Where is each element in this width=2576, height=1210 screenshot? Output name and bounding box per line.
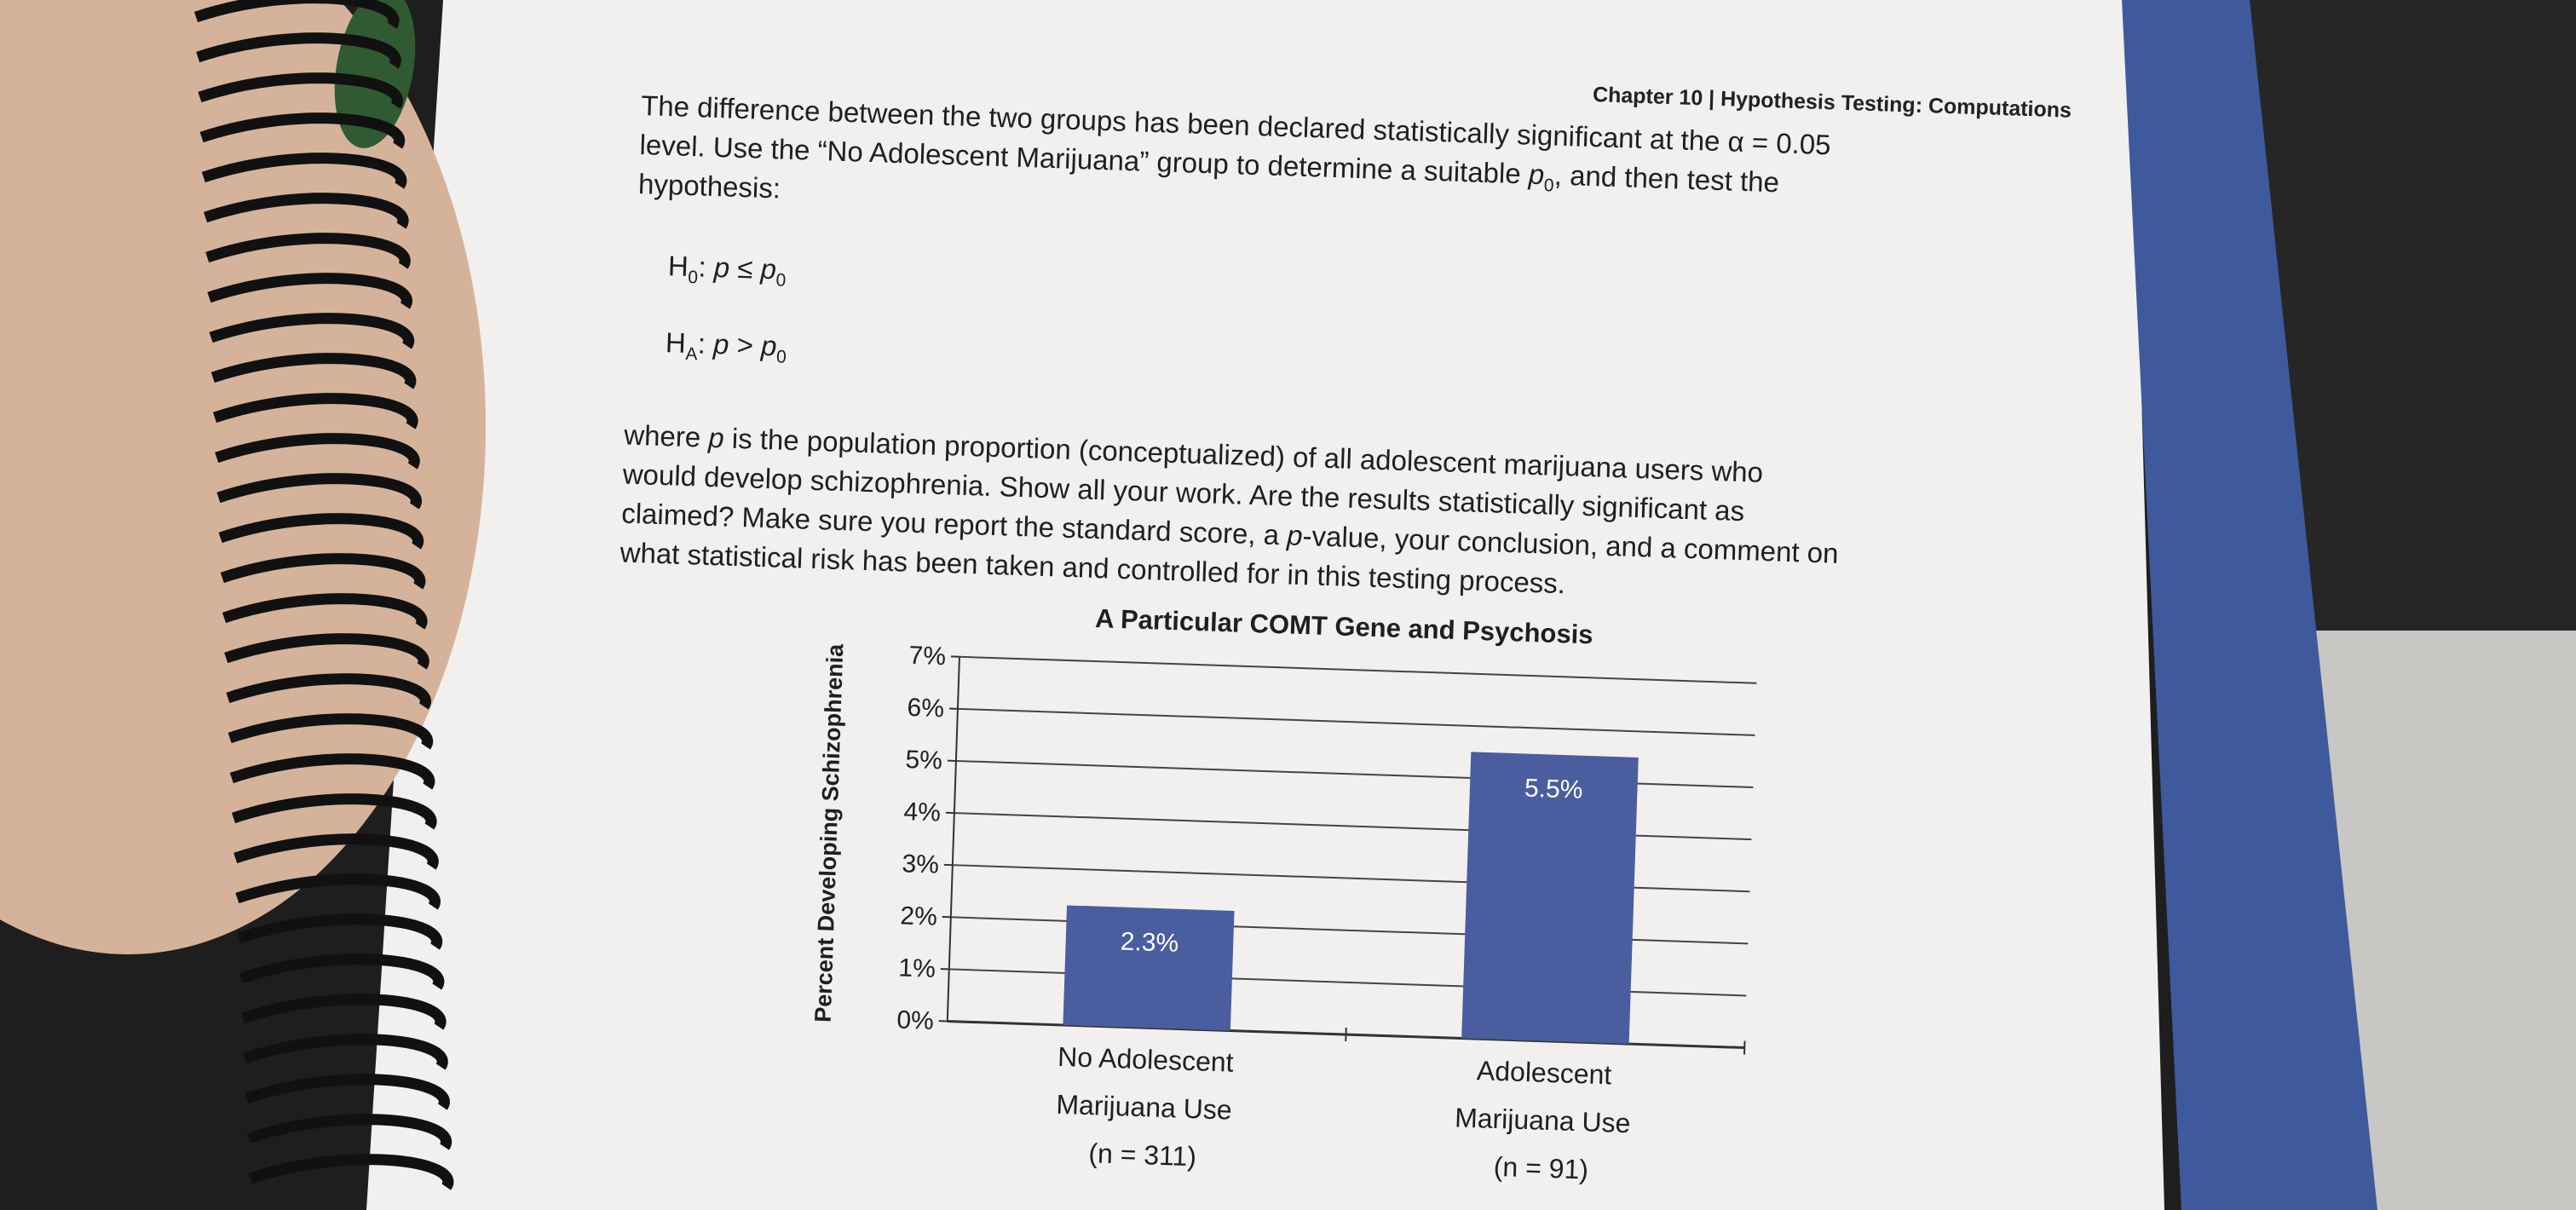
spiral-loop	[233, 833, 439, 870]
text-run: p	[760, 330, 778, 362]
dark-surface	[2250, 0, 2576, 648]
text-run: :	[698, 251, 715, 283]
spiral-loop	[231, 793, 437, 830]
fingernail	[334, 0, 416, 148]
text-run: :	[697, 327, 714, 360]
spiral-loop	[205, 233, 411, 269]
text-run: p	[712, 251, 730, 284]
text-run: p	[712, 328, 730, 360]
spiral-loop	[237, 913, 443, 950]
spiral-loop	[222, 593, 428, 630]
spiral-loop	[240, 994, 447, 1030]
subscript: 0	[688, 268, 698, 287]
spiral-loop	[246, 1114, 452, 1150]
spiral-binding	[193, 0, 454, 1190]
spiral-loop	[215, 433, 420, 470]
subscript: A	[685, 344, 698, 364]
y-tick-label: 2%	[900, 902, 937, 931]
text-run: p	[759, 253, 777, 285]
spiral-loop	[248, 1154, 454, 1190]
x-tick-label: No Adolescent	[1057, 1041, 1235, 1078]
subscript: 0	[775, 270, 786, 290]
spiral-loop	[209, 313, 415, 349]
text-run: hypothesis:	[638, 168, 781, 205]
text-run: where	[623, 419, 709, 453]
spiral-loop	[229, 753, 435, 790]
y-tick-label: 1%	[898, 954, 936, 982]
grid-line	[957, 707, 1755, 736]
text-run: , and then test the	[1553, 159, 1779, 199]
spiral-loop	[243, 1034, 448, 1070]
y-tick-label: 3%	[902, 850, 939, 879]
value-label: 2.3%	[1120, 928, 1179, 958]
text-run: H	[665, 326, 686, 359]
spiral-loop	[239, 954, 445, 990]
x-tick-label: Marijuana Use	[1455, 1102, 1631, 1138]
spiral-loop	[203, 193, 409, 229]
x-tick-label: (n = 311)	[1088, 1138, 1197, 1172]
grid-line	[959, 655, 1757, 684]
spiral-loop	[220, 553, 426, 590]
x-tick-label: Adolescent	[1476, 1055, 1612, 1090]
blue-cover	[2122, 0, 2377, 1210]
text-run: p	[1286, 519, 1304, 551]
wall	[2301, 631, 2576, 1210]
y-tick-label: 7%	[908, 642, 946, 671]
y-tick-label: 5%	[905, 746, 942, 775]
intro-line: hypothesis:	[638, 168, 781, 205]
spiral-loop	[210, 353, 417, 389]
spiral-loop	[212, 393, 418, 429]
x-tick-label: (n = 91)	[1493, 1151, 1588, 1185]
y-tick-label: 6%	[907, 694, 944, 723]
spiral-loop	[218, 513, 424, 550]
subscript: 0	[1543, 176, 1553, 195]
bar-chart: A Particular COMT Gene and Psychosis Per…	[810, 603, 1757, 1185]
subscript: 0	[776, 347, 787, 366]
bar	[1461, 752, 1639, 1045]
spiral-loop	[207, 273, 412, 309]
text-run: p	[707, 422, 725, 454]
spiral-loop	[224, 633, 429, 670]
spiral-loop	[193, 0, 400, 29]
spiral-loop	[228, 713, 434, 750]
alternative-hypothesis: HA: p > p0	[665, 326, 787, 367]
spiral-loop	[201, 153, 407, 189]
x-tick	[1743, 1040, 1746, 1055]
null-hypothesis: H0: p ≤ p0	[667, 250, 787, 291]
spiral-loop	[226, 673, 431, 710]
spiral-loop	[196, 32, 401, 69]
bar	[1063, 905, 1235, 1031]
spiral-loop	[235, 873, 441, 910]
spiral-loop	[245, 1074, 450, 1110]
text-run: H	[667, 250, 689, 282]
paper	[366, 0, 2164, 1210]
value-label: 5.5%	[1524, 775, 1582, 804]
y-tick-label: 0%	[896, 1006, 934, 1035]
spiral-loop	[199, 112, 406, 149]
text-run: >	[729, 329, 762, 361]
spiral-loop	[216, 473, 422, 510]
y-axis	[946, 656, 960, 1022]
y-tick-label: 4%	[903, 798, 941, 827]
x-tick-label: Marijuana Use	[1056, 1089, 1232, 1126]
text-run: ≤	[729, 252, 762, 285]
spiral-loop	[198, 72, 403, 109]
text-run: p	[1527, 158, 1545, 191]
